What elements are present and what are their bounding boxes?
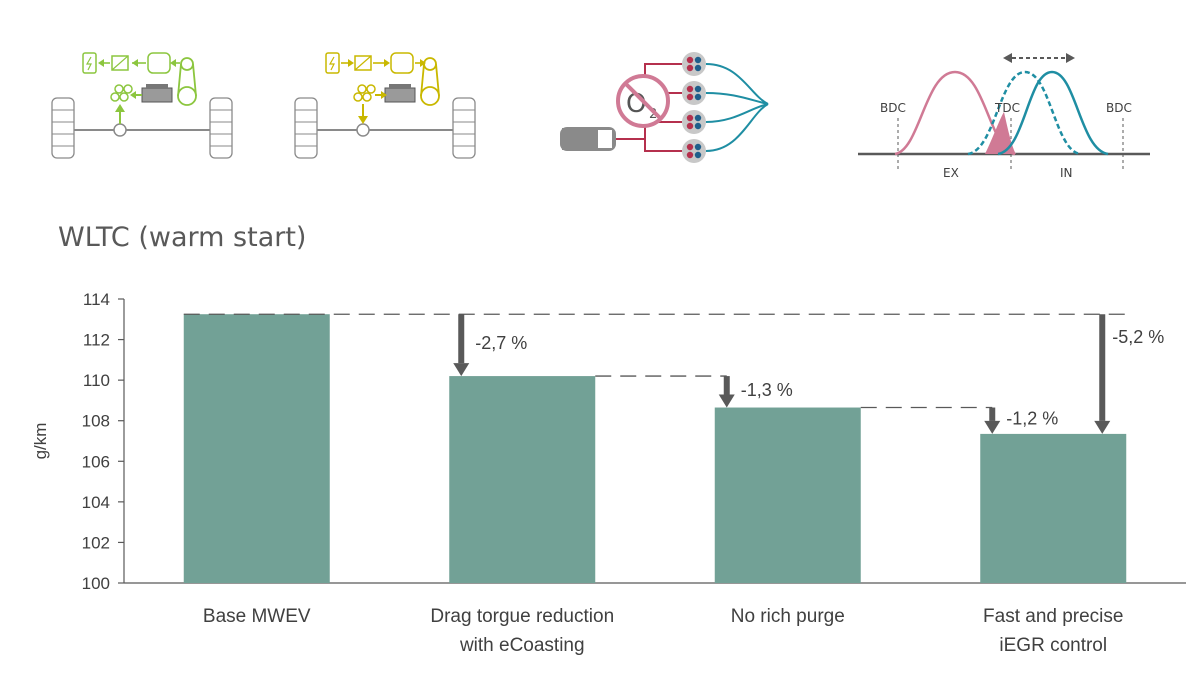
- powertrain-boost-icon: [294, 52, 476, 159]
- valve-timing-diagram: BDC TDC BDC EX IN: [858, 53, 1150, 180]
- bar: [980, 433, 1127, 583]
- step-change-label: -1,2 %: [1006, 409, 1058, 429]
- bar: [714, 407, 861, 583]
- y-tick-label: 104: [82, 493, 110, 512]
- feature-icons: O 2 BDC TDC BDC EX IN: [51, 52, 1150, 180]
- bar: [449, 376, 596, 583]
- x-tick-label: No rich purge: [731, 606, 845, 627]
- x-tick-label: Drag torgue reduction: [430, 606, 614, 627]
- y-tick-label: 114: [83, 290, 110, 309]
- x-tick-label: iEGR control: [999, 635, 1107, 656]
- bdc-left-label: BDC: [880, 101, 906, 115]
- o2-subscript: 2: [649, 107, 657, 122]
- y-tick-label: 112: [83, 331, 110, 350]
- cylinder-icons: [682, 52, 706, 163]
- y-tick-label: 106: [82, 452, 110, 471]
- step-change-label: -2,7 %: [475, 333, 527, 353]
- step-arrow-head: [984, 420, 1001, 434]
- o2-label: O: [626, 89, 646, 119]
- chart-title: WLTC (warm start): [58, 222, 307, 253]
- step-change-label: -1,3 %: [741, 380, 793, 400]
- x-tick-label: Base MWEV: [203, 606, 311, 627]
- step-arrow-head: [453, 363, 470, 377]
- y-axis-label: g/km: [31, 423, 50, 460]
- ex-label: EX: [943, 166, 959, 180]
- y-tick-label: 100: [82, 574, 110, 593]
- bdc-right-label: BDC: [1106, 101, 1132, 115]
- in-label: IN: [1060, 166, 1073, 180]
- tdc-label: TDC: [994, 101, 1020, 115]
- bar: [183, 314, 330, 583]
- total-change-label: -5,2 %: [1112, 327, 1164, 347]
- y-tick-label: 102: [82, 533, 110, 552]
- step-arrow-head: [718, 394, 735, 408]
- x-tick-label: Fast and precise: [983, 606, 1123, 627]
- x-tick-label: with eCoasting: [459, 635, 585, 656]
- y-tick-label: 108: [82, 412, 110, 431]
- no-rich-purge-icon: O 2: [560, 52, 769, 163]
- powertrain-recuperation-icon: [51, 52, 233, 159]
- y-tick-label: 110: [83, 371, 110, 390]
- total-arrow-head: [1094, 420, 1111, 434]
